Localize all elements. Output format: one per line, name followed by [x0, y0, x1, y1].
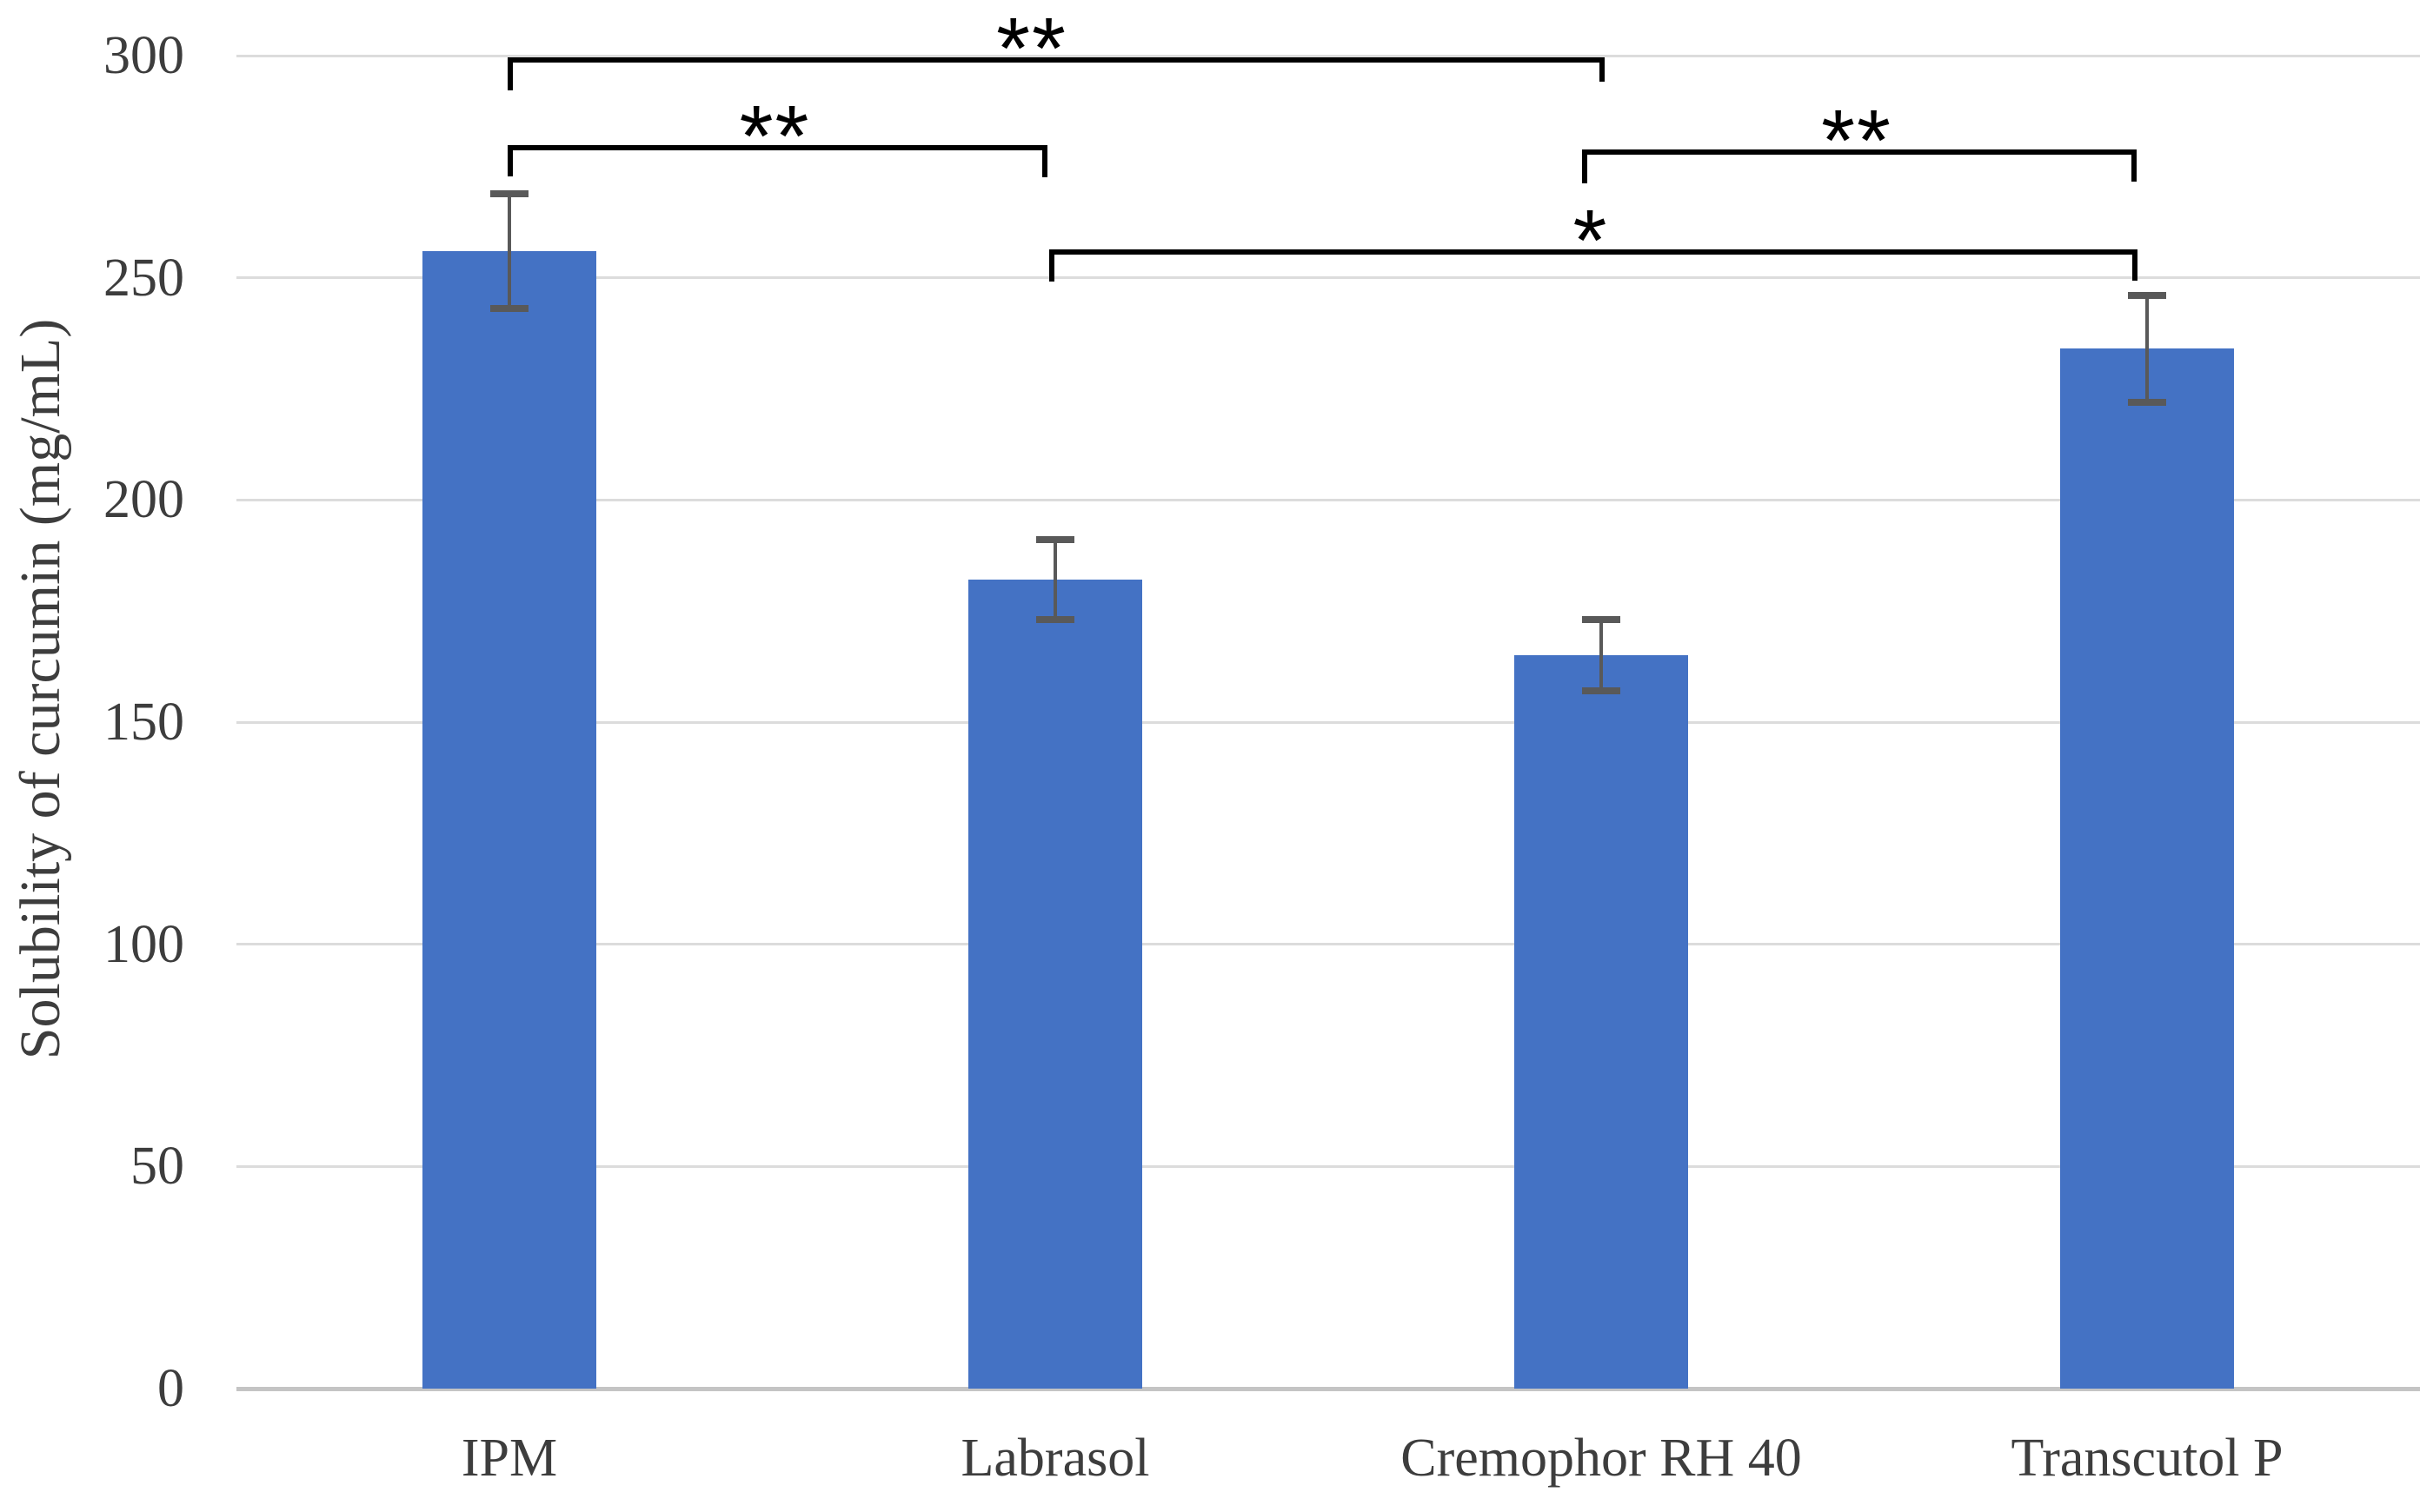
error-bar-cap-top — [2128, 292, 2166, 299]
error-bar-cap-bottom — [2128, 399, 2166, 406]
y-tick-label: 200 — [103, 470, 184, 530]
significance-bracket-bar — [1582, 149, 2137, 155]
x-axis-line — [236, 1387, 2420, 1391]
error-bar-cap-bottom — [490, 305, 529, 312]
error-bar-cap-bottom — [1582, 687, 1620, 694]
category-label: Labrasol — [961, 1429, 1150, 1488]
significance-bracket-leg — [1582, 149, 1587, 183]
error-bar-line — [1599, 620, 1603, 691]
significance-asterisks: ** — [996, 0, 1067, 97]
bar — [968, 580, 1142, 1389]
significance-bracket-bar — [1049, 249, 2137, 255]
y-tick-label: 300 — [103, 26, 184, 85]
y-tick-label: 250 — [103, 248, 184, 308]
significance-asterisks: * — [1572, 192, 1609, 289]
gridline — [236, 499, 2420, 501]
significance-bracket-leg — [2132, 249, 2137, 281]
bar — [2060, 348, 2234, 1389]
significance-bracket-leg — [1599, 57, 1605, 82]
bar — [422, 251, 596, 1389]
category-label: IPM — [461, 1429, 558, 1488]
significance-bracket-bar — [508, 57, 1605, 63]
significance-asterisks: ** — [739, 88, 811, 185]
error-bar-cap-top — [490, 190, 529, 197]
significance-bracket-leg — [2131, 149, 2137, 182]
significance-bracket-leg — [508, 57, 513, 90]
y-tick-label: 0 — [157, 1359, 184, 1418]
significance-bracket-leg — [508, 145, 513, 176]
y-tick-label: 50 — [130, 1137, 184, 1197]
error-bar-cap-top — [1036, 536, 1074, 543]
gridline — [236, 1165, 2420, 1168]
error-bar-cap-top — [1582, 616, 1620, 623]
significance-bracket-leg — [1042, 145, 1047, 177]
error-bar-line — [1054, 540, 1057, 620]
gridline — [236, 721, 2420, 724]
error-bar-line — [2145, 295, 2149, 402]
y-tick-label: 150 — [103, 693, 184, 752]
error-bar-line — [508, 194, 511, 309]
gridline — [236, 55, 2420, 57]
significance-asterisks: ** — [1821, 92, 1892, 189]
category-label: Cremophor RH 40 — [1400, 1429, 1802, 1488]
error-bar-cap-bottom — [1036, 616, 1074, 623]
category-label: Transcutol P — [2011, 1429, 2284, 1488]
gridline — [236, 276, 2420, 279]
gridline — [236, 943, 2420, 945]
y-tick-label: 100 — [103, 914, 184, 974]
bar — [1514, 655, 1688, 1389]
significance-bracket-bar — [508, 145, 1047, 150]
significance-bracket-leg — [1049, 249, 1054, 282]
